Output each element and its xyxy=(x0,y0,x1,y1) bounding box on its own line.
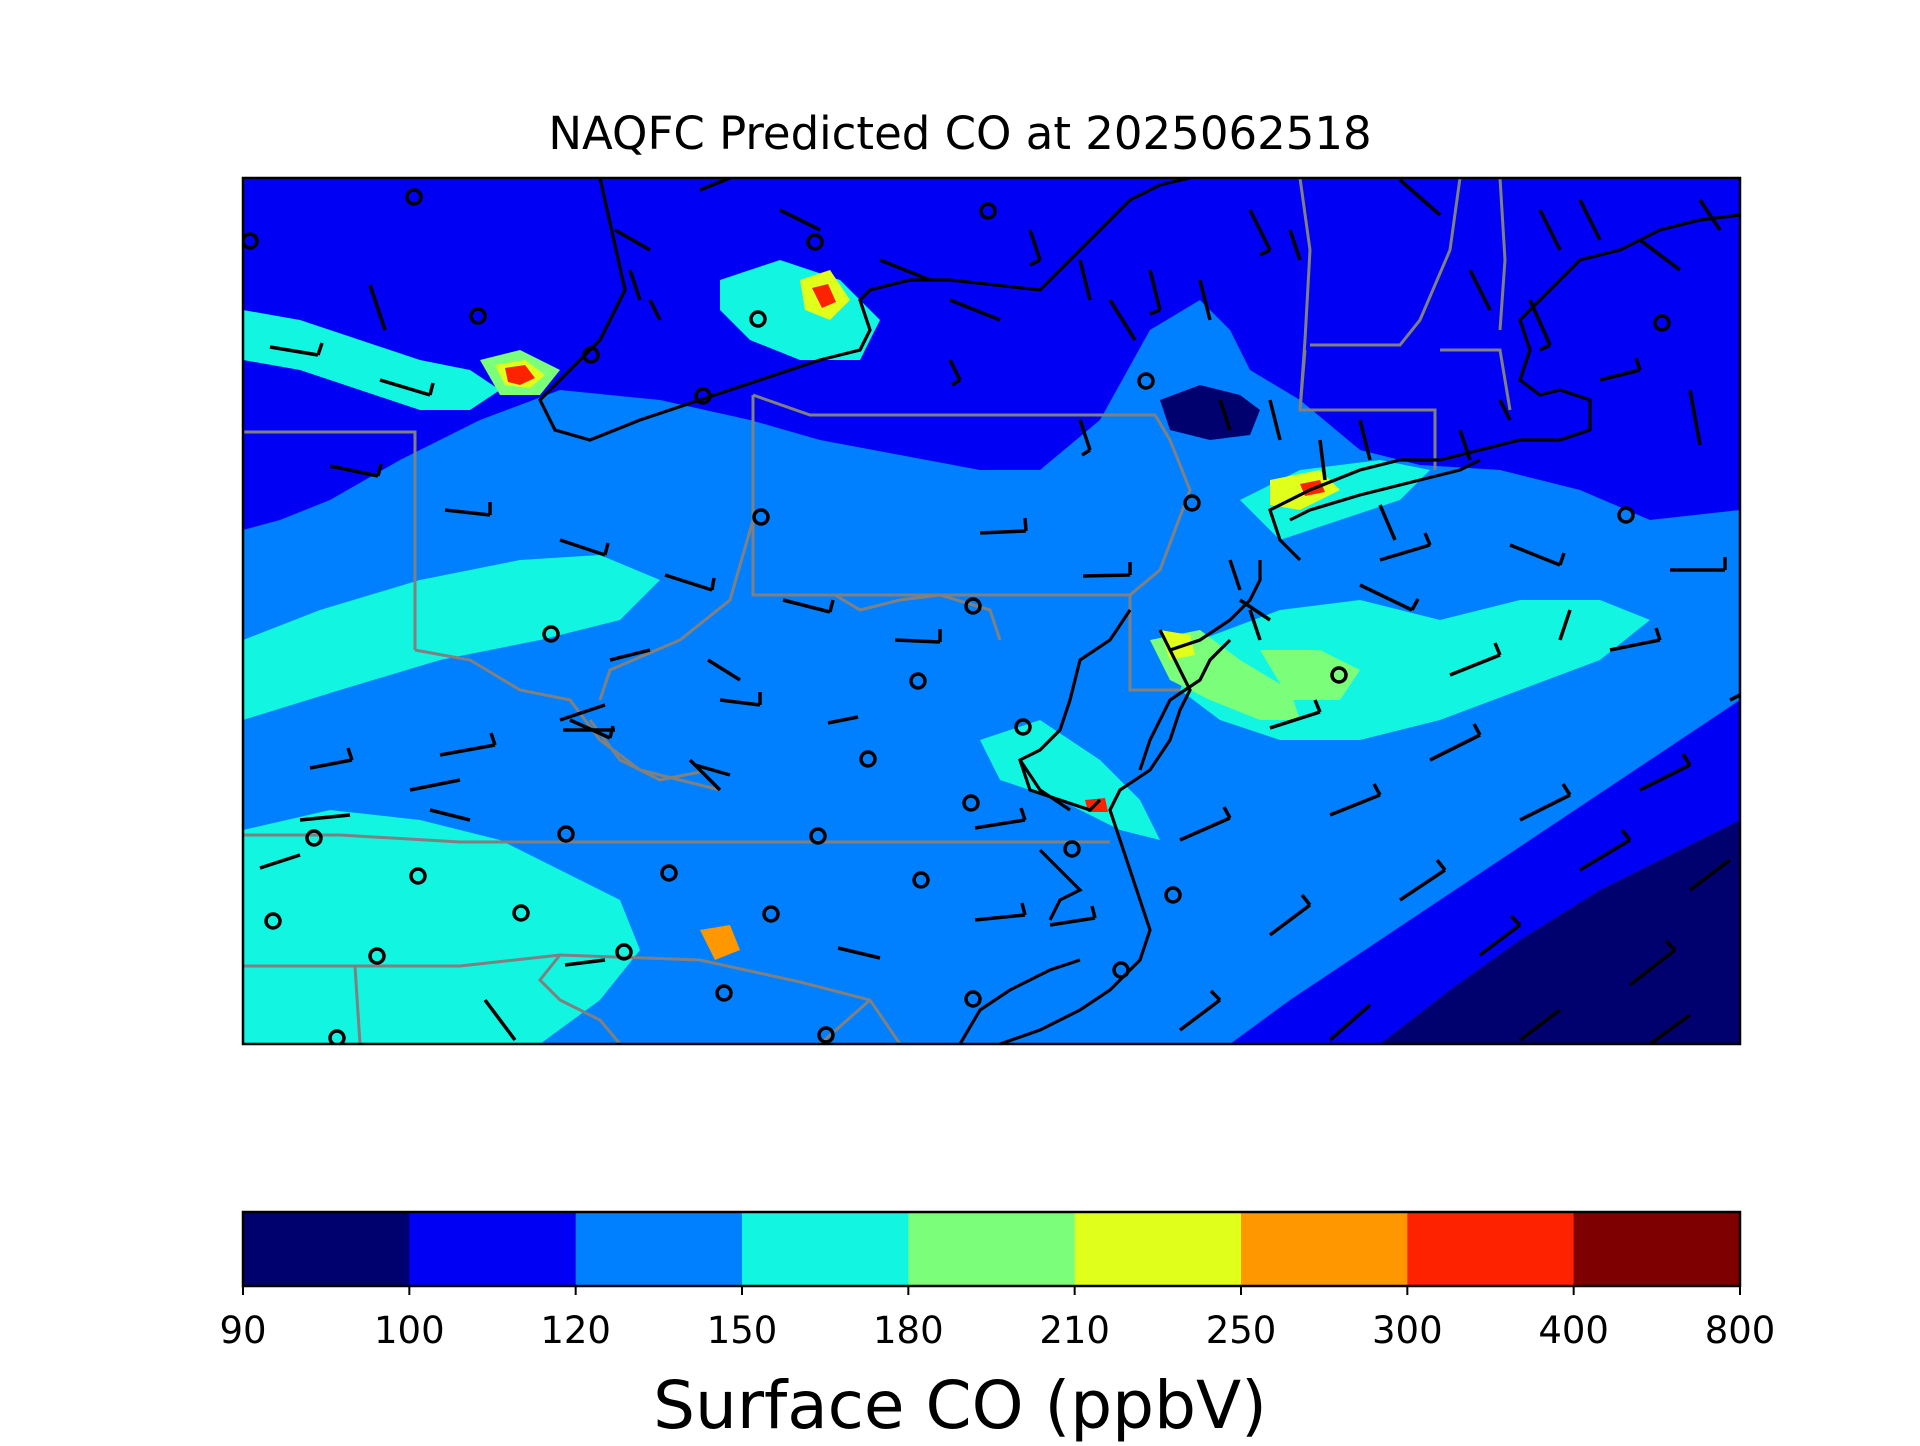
colorbar-segment xyxy=(243,1212,410,1286)
colorbar-segment xyxy=(1241,1212,1408,1286)
colorbar-segment xyxy=(742,1212,909,1286)
co-field-180-210-delaware xyxy=(1260,650,1360,700)
co-field-150-180-lake-erie xyxy=(243,310,500,410)
colorbar-segment xyxy=(1407,1212,1575,1286)
colorbar-segment xyxy=(908,1212,1076,1286)
colorbar-label: Surface CO (ppbV) xyxy=(653,1367,1267,1444)
wind-barbs xyxy=(259,178,1740,1044)
co-field-150-180-band-a xyxy=(243,555,660,720)
colorbar xyxy=(241,1210,1742,1295)
colorbar-segment xyxy=(409,1212,577,1286)
co-field-300-400-erie xyxy=(505,365,535,385)
co-field-90-100-pa xyxy=(1160,385,1260,440)
colorbar-segment xyxy=(1074,1212,1242,1286)
coastlines xyxy=(538,178,1740,1044)
colorbar-frame xyxy=(241,1210,1742,1288)
station-markers xyxy=(243,188,1671,1044)
map-panel xyxy=(243,178,1740,1044)
co-field-300-400-toronto xyxy=(812,284,836,308)
state-borders xyxy=(243,178,1512,1044)
co-field-210-250-philly xyxy=(1160,630,1195,660)
colorbar-segment xyxy=(575,1212,743,1286)
plot-title: NAQFC Predicted CO at 2025062518 xyxy=(548,107,1372,160)
co-field-90-100-southeast xyxy=(1380,820,1740,1044)
co-field-250-300-charlotte xyxy=(700,925,740,960)
co-field-150-180-southwest xyxy=(243,810,640,1044)
map-frame xyxy=(241,176,1742,1046)
co-field-150-180-chesapeake xyxy=(980,720,1160,840)
co-field-150-180-coast xyxy=(1180,600,1650,740)
colorbar-segment xyxy=(1573,1212,1741,1286)
